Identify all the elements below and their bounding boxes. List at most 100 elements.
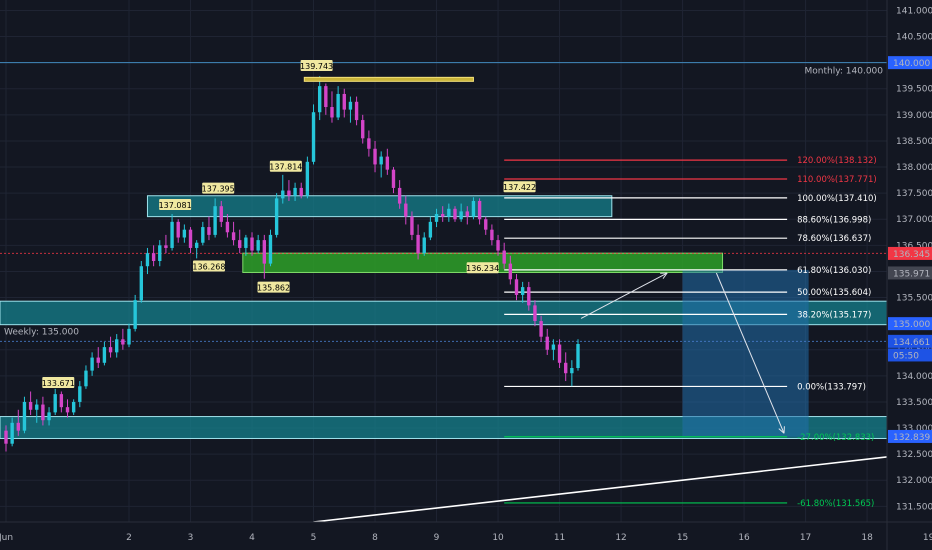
candle-down [262,240,267,264]
y-tick-label: 135.500 [896,294,932,304]
candle-down [299,187,303,196]
x-tick-label: 18 [861,533,873,543]
candle-down [397,187,402,204]
x-tick-label: 8 [372,533,378,543]
price-tag: 05:50 [893,351,919,361]
candle-down [121,339,125,345]
y-tick-label: 131.500 [896,502,932,512]
price-point-label: 137.081 [159,201,192,210]
candle-down [564,362,568,374]
candle-down [508,263,513,280]
candle-down [557,344,562,363]
candle-up [127,328,131,345]
y-tick-label: 140.500 [896,33,932,43]
x-tick-label: 11 [554,533,565,543]
candle-down [502,250,506,264]
price-point-label: 136.268 [192,262,225,271]
candle-down [539,321,543,337]
candle-down [410,216,414,235]
x-tick-label: Jun [0,533,13,543]
price-point-label-bg [466,262,499,274]
candles [4,76,580,452]
candle-down [354,101,359,121]
overlays: 139.743 137.814 137.395 137.081 136.268 135.8… [4,60,932,523]
price-point-label-bg [192,260,225,272]
projection-arrow [580,272,668,319]
candle-down [496,240,500,251]
candle-down [324,86,328,108]
x-tick-label: 5 [311,533,317,543]
candle-up [268,234,273,264]
candle-down [465,211,469,217]
price-point-label-bg [503,181,536,193]
projection-arrow [715,272,785,434]
candle-down [59,394,64,408]
x-tick-label: 2 [126,533,132,543]
candle-down [391,169,396,188]
y-tick-label: 139.000 [896,111,932,121]
price-point-label-bg [269,160,302,172]
x-tick-label: 4 [249,533,255,543]
price-point-label-bg [257,281,290,293]
candle-up [71,401,76,413]
candle-up [274,198,279,235]
y-tick-label: 133.000 [896,424,932,434]
price-tag-bg [888,56,932,70]
y-tick-label: 132.000 [896,476,932,486]
x-tick-label: 19 [923,533,932,543]
candle-down [367,138,371,149]
price-tag-bg [888,246,932,260]
candle-up [434,214,439,222]
candle-down [404,203,408,217]
candle-up [570,368,574,374]
candle-down [188,229,193,248]
fib-levels: 120.00%(138.132) 110.00%(137.771) 100.00%(… [504,156,877,509]
candle-up [428,221,433,238]
price-tag: 140.000 [893,59,930,69]
y-tick-label: 136.500 [896,241,932,251]
candle-down [238,240,242,248]
candle-down [151,253,156,261]
monthly-level-label: Monthly: 140.000 [805,67,884,77]
fib-label: 120.00%(138.132) [797,156,877,166]
trend-line [313,451,932,523]
candle-up [422,237,426,254]
candle-up [379,156,383,165]
resistance-zone-137 [146,195,613,218]
candle-up [158,245,162,261]
candle-up [90,357,94,371]
price-point-label: 133.671 [42,379,75,388]
y-tick-label: 138.000 [896,163,932,173]
candle-down [527,287,531,306]
y-tick-label: 138.500 [896,137,932,147]
candle-up [53,394,57,413]
y-tick-label: 137.000 [896,215,932,225]
candle-up [22,401,27,431]
price-tag-bg [888,429,932,443]
fib-label: 88.60%(136.998) [797,215,871,225]
x-tick-label: 16 [738,533,750,543]
candle-up [133,300,137,329]
candle-up [201,227,205,243]
price-tag: 132.839 [893,433,930,443]
price-point-label-bg [300,60,333,72]
y-tick-label: 132.500 [896,450,932,460]
candle-down [176,221,180,238]
candle-down [490,229,494,241]
price-tag-bg [888,334,932,348]
candle-down [219,206,223,222]
price-tag: 136.345 [893,250,930,260]
time-axis [0,522,932,550]
y-tick-label: 134.000 [896,372,932,382]
candle-down [514,279,519,295]
candle-down [225,221,230,233]
candle-down [545,336,549,350]
candle-up [182,229,187,238]
candle-up [336,93,340,118]
candle-up [244,237,248,248]
price-point-label: 139.743 [300,62,333,71]
candle-down [4,430,8,444]
arrow-head [662,272,668,279]
candle-down [373,148,377,165]
